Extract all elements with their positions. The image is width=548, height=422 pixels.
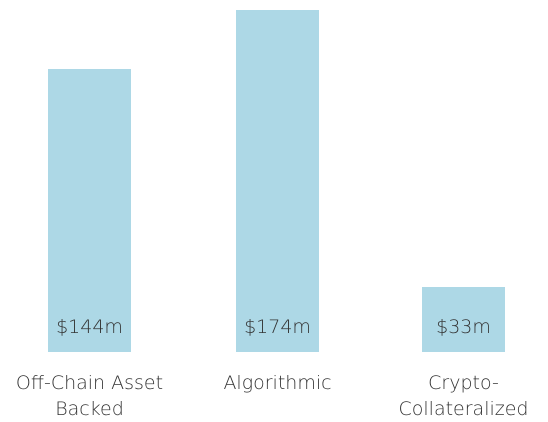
value-label: $174m: [244, 316, 311, 338]
category-label: Crypto-Collateralized: [398, 372, 529, 420]
bar: [236, 10, 319, 352]
bar: [422, 287, 505, 352]
category-label: Off-Chain Asset Backed: [15, 372, 164, 420]
bar: [48, 68, 131, 352]
value-label: $33m: [436, 316, 491, 338]
value-label: $144m: [56, 316, 123, 338]
category-label: Algorithmic: [223, 372, 332, 394]
